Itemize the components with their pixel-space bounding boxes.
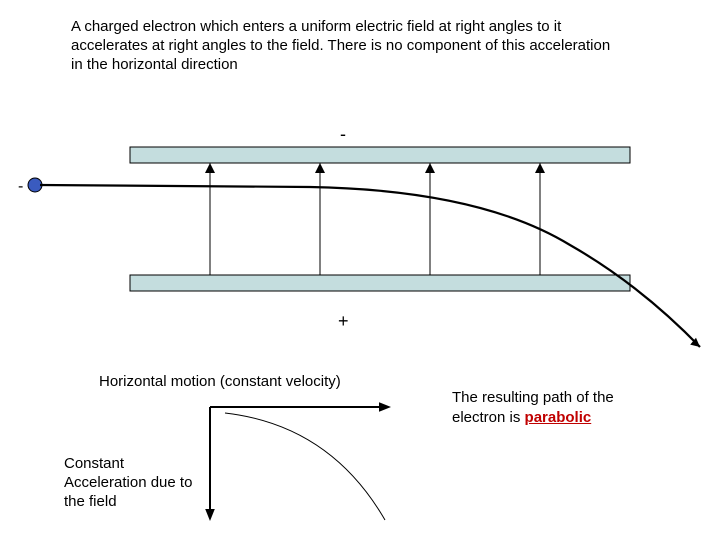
svg-text:+: + [338,311,349,331]
constant-accel-label: Constant Acceleration due to the field [64,455,209,511]
svg-text:-: - [340,125,346,144]
main-diagram: - + - [10,125,710,355]
result-label: The resulting path of the electron is pa… [452,388,627,427]
result-highlight: parabolic [525,409,592,426]
horizontal-motion-label: Horizontal motion (constant velocity) [99,373,341,390]
intro-text: A charged electron which enters a unifor… [71,18,611,74]
svg-text:-: - [18,178,23,195]
